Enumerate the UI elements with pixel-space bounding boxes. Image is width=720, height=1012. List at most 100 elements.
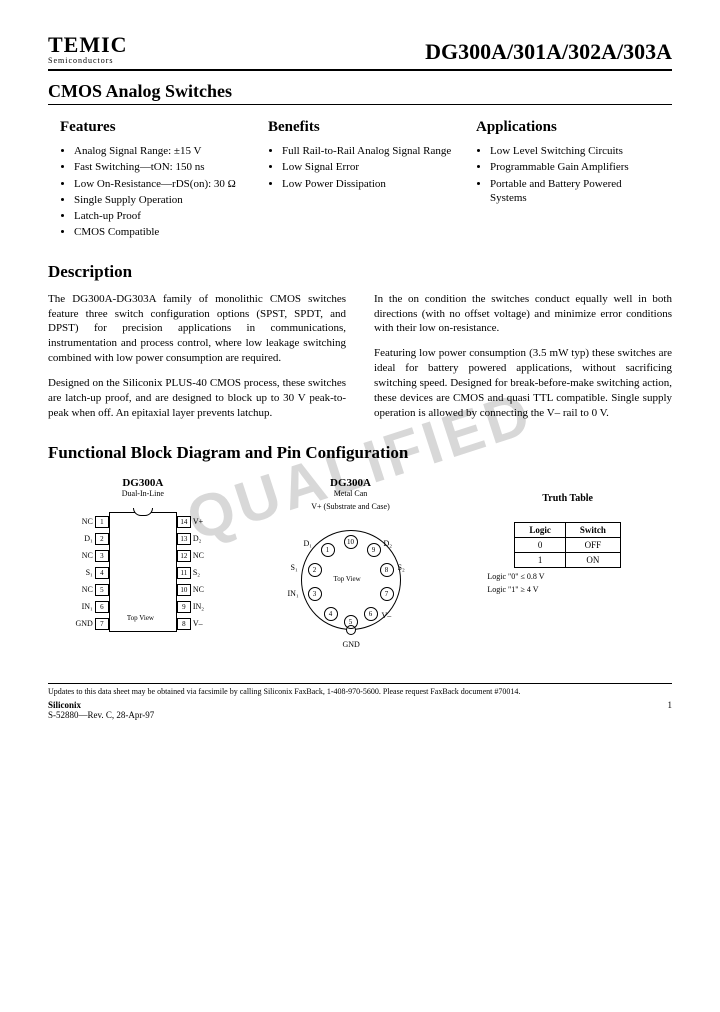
dip-pin: 7 (95, 618, 109, 630)
pin-label: NC (73, 517, 93, 526)
pin-label: D₁ (304, 539, 313, 548)
tt-note: Logic "0" ≤ 0.8 V (463, 572, 672, 581)
dip-notch (133, 508, 153, 516)
part-number: DG300A/301A/302A/303A (425, 39, 672, 65)
applications-heading: Applications (476, 119, 660, 136)
tt-cell: 1 (515, 552, 566, 567)
footer-rev: S-52880—Rev. C, 28-Apr-97 (48, 710, 154, 720)
dip-pin: 13 (177, 533, 191, 545)
description-p: In the on condition the switches conduct… (374, 292, 672, 337)
truth-table-block: Truth Table Logic Switch 0 OFF 1 ON Logi… (463, 477, 672, 594)
dip-pin: 8 (177, 618, 191, 630)
pin-label: NC (193, 551, 213, 560)
page-number: 1 (668, 700, 673, 720)
top-view-label: Top View (334, 575, 361, 583)
page-title: CMOS Analog Switches (48, 81, 672, 102)
dip-pin: 1 (95, 516, 109, 528)
pin-label: IN₁ (288, 589, 299, 598)
list-item: CMOS Compatible (74, 225, 244, 239)
list-item: Low On-Resistance—rDS(on): 30 Ω (74, 177, 244, 191)
tt-cell: ON (565, 552, 620, 567)
list-item: Full Rail-to-Rail Analog Signal Range (282, 144, 452, 158)
features-list: Analog Signal Range: ±15 V Fast Switchin… (60, 144, 244, 240)
description-heading: Description (48, 262, 672, 282)
can-pin: 2 (308, 563, 322, 577)
list-item: Programmable Gain Amplifiers (490, 160, 660, 174)
can-pin: 5 (344, 615, 358, 629)
benefits-column: Benefits Full Rail-to-Rail Analog Signal… (268, 119, 452, 242)
dip-subtitle: Dual-In-Line (48, 489, 238, 498)
pin-label: NC (193, 585, 213, 594)
pin-label: S₁ (291, 563, 298, 572)
can-pin: 3 (308, 587, 322, 601)
description-p: Featuring low power consumption (3.5 mW … (374, 346, 672, 420)
feature-columns: Features Analog Signal Range: ±15 V Fast… (48, 119, 672, 242)
pin-label: S₁ (73, 568, 93, 577)
dip-package: Top View 1NC14V+2D₁13D₂3NC12NC4S₁11S₂5NC… (73, 502, 213, 642)
pin-label: GND (73, 619, 93, 628)
header: TEMIC Semiconductors DG300A/301A/302A/30… (48, 32, 672, 65)
list-item: Low Level Switching Circuits (490, 144, 660, 158)
description-body: The DG300A-DG303A family of monolithic C… (48, 292, 672, 431)
top-view-label: Top View (127, 614, 154, 622)
pin-label: D₁ (73, 534, 93, 543)
tt-header: Switch (565, 522, 620, 537)
logo: TEMIC (48, 32, 128, 58)
benefits-heading: Benefits (268, 119, 452, 136)
can-pin: 6 (364, 607, 378, 621)
pin-label: D₂ (384, 539, 393, 548)
dip-title: DG300A (48, 477, 238, 489)
truth-table: Logic Switch 0 OFF 1 ON (514, 522, 621, 568)
divider (48, 104, 672, 105)
benefits-list: Full Rail-to-Rail Analog Signal Range Lo… (268, 144, 452, 191)
can-pin: 1 (321, 543, 335, 557)
dip-pin: 2 (95, 533, 109, 545)
block-diagram-heading: Functional Block Diagram and Pin Configu… (48, 443, 672, 463)
tt-header: Logic (515, 522, 566, 537)
pin-label: NC (73, 551, 93, 560)
list-item: Latch-up Proof (74, 209, 244, 223)
list-item: Low Signal Error (282, 160, 452, 174)
pin-label: D₂ (193, 534, 213, 543)
list-item: Fast Switching—tON: 150 ns (74, 160, 244, 174)
list-item: Low Power Dissipation (282, 177, 452, 191)
list-item: Analog Signal Range: ±15 V (74, 144, 244, 158)
features-column: Features Analog Signal Range: ±15 V Fast… (60, 119, 244, 242)
gnd-label: GND (343, 640, 360, 649)
metalcan-diagram: DG300A Metal Can V+ (Substrate and Case)… (256, 477, 446, 665)
footer-left: Siliconix S-52880—Rev. C, 28-Apr-97 (48, 700, 154, 720)
dip-pin: 3 (95, 550, 109, 562)
dip-pin: 9 (177, 601, 191, 613)
footer-company: Siliconix (48, 700, 154, 710)
dip-pin: 5 (95, 584, 109, 596)
applications-list: Low Level Switching Circuits Programmabl… (476, 144, 660, 205)
tt-note: Logic "1" ≥ 4 V (463, 585, 672, 594)
dip-pin: 6 (95, 601, 109, 613)
can-package: Top View GND 101D₁9D₂2S₁8S₂3IN₁746V–5 (276, 515, 426, 665)
list-item: Single Supply Operation (74, 193, 244, 207)
dip-pin: 4 (95, 567, 109, 579)
logo-block: TEMIC Semiconductors (48, 32, 128, 65)
can-pin: 8 (380, 563, 394, 577)
list-item: Portable and Battery Powered Systems (490, 177, 660, 206)
pin-label: NC (73, 585, 93, 594)
can-pin: 4 (324, 607, 338, 621)
pin-label: V+ (193, 517, 213, 526)
description-p: Designed on the Siliconix PLUS-40 CMOS p… (48, 376, 346, 421)
tt-cell: OFF (565, 537, 620, 552)
can-pin: 7 (380, 587, 394, 601)
pin-label: IN₂ (193, 602, 213, 611)
footer-note: Updates to this data sheet may be obtain… (48, 683, 672, 696)
features-heading: Features (60, 119, 244, 136)
pin-label: IN₁ (73, 602, 93, 611)
dip-diagram: DG300A Dual-In-Line Top View 1NC14V+2D₁1… (48, 477, 238, 642)
pin-label: V– (193, 619, 213, 628)
can-title: DG300A (256, 477, 446, 489)
dip-pin: 14 (177, 516, 191, 528)
pin-label: S₂ (193, 568, 213, 577)
can-subtitle: Metal Can (256, 489, 446, 498)
applications-column: Applications Low Level Switching Circuit… (476, 119, 660, 242)
pin-label: S₂ (398, 563, 405, 572)
diagrams-row: DG300A Dual-In-Line Top View 1NC14V+2D₁1… (48, 477, 672, 665)
divider (48, 69, 672, 71)
